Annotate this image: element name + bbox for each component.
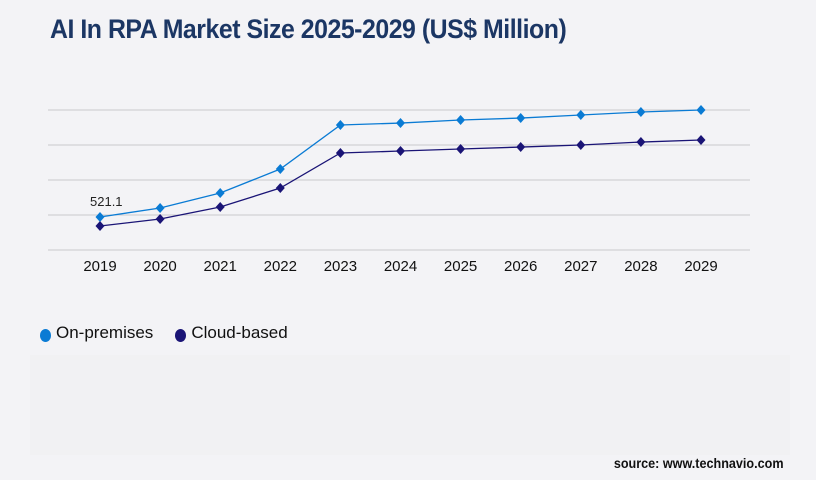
data-point (456, 144, 466, 155)
data-point (275, 164, 285, 175)
data-point (396, 118, 405, 129)
data-point (636, 107, 646, 118)
data-point (215, 188, 225, 199)
data-point (95, 212, 105, 223)
legend-marker-icon (40, 328, 51, 342)
x-tick-label: 2029 (684, 258, 717, 275)
data-point (516, 142, 526, 153)
bottom-panel (30, 355, 790, 455)
x-tick-label: 2022 (264, 258, 297, 275)
legend-item-on-premises[interactable]: On-premises (40, 323, 153, 343)
data-point (696, 135, 706, 146)
legend-label: On-premises (56, 323, 154, 342)
legend-label: Cloud-based (191, 323, 288, 342)
data-point (215, 202, 225, 213)
x-tick-label: 2026 (504, 258, 537, 275)
x-tick-label: 2024 (384, 258, 417, 275)
legend-marker-icon (175, 328, 187, 342)
data-point (636, 137, 646, 148)
data-point (155, 213, 165, 224)
data-point (95, 221, 105, 232)
x-tick-label: 2021 (204, 258, 237, 275)
legend-item-cloud-based[interactable]: Cloud-based (175, 323, 288, 343)
source-text: source: www.technavio.com (614, 455, 784, 471)
data-point (335, 147, 345, 158)
x-tick-label: 2025 (444, 258, 477, 275)
data-point (456, 115, 466, 126)
data-point (155, 203, 165, 214)
data-point (696, 105, 706, 115)
x-tick-label: 2027 (564, 258, 597, 275)
data-point (275, 183, 285, 194)
data-label: 521.1 (90, 194, 123, 209)
legend: On-premises Cloud-based (40, 323, 288, 343)
x-tick-label: 2023 (324, 258, 357, 275)
x-tick-label: 2028 (624, 258, 657, 275)
data-point (396, 146, 405, 157)
data-point (576, 110, 586, 121)
data-point (576, 140, 586, 151)
data-point (516, 113, 526, 124)
chart-title: AI In RPA Market Size 2025-2029 (US$ Mil… (50, 14, 567, 44)
data-point (335, 120, 345, 131)
x-tick-label: 2020 (143, 258, 176, 275)
x-tick-label: 2019 (83, 258, 116, 275)
line-chart: 2019 2020 2021 2022 2023 2024 2025 2026 2027 2028… (48, 105, 750, 275)
